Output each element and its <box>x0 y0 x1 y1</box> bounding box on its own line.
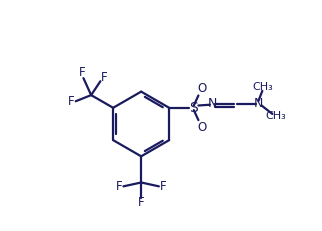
Text: S: S <box>189 101 198 115</box>
Text: O: O <box>198 121 207 134</box>
Text: F: F <box>101 71 108 84</box>
Text: N: N <box>208 97 217 110</box>
Text: CH₃: CH₃ <box>252 82 273 92</box>
Text: O: O <box>198 82 207 95</box>
Text: F: F <box>138 196 145 209</box>
Text: F: F <box>160 180 167 193</box>
Text: CH₃: CH₃ <box>265 111 286 121</box>
Text: F: F <box>68 95 74 108</box>
Text: F: F <box>116 180 122 193</box>
Text: F: F <box>79 66 85 79</box>
Text: N: N <box>254 97 263 110</box>
